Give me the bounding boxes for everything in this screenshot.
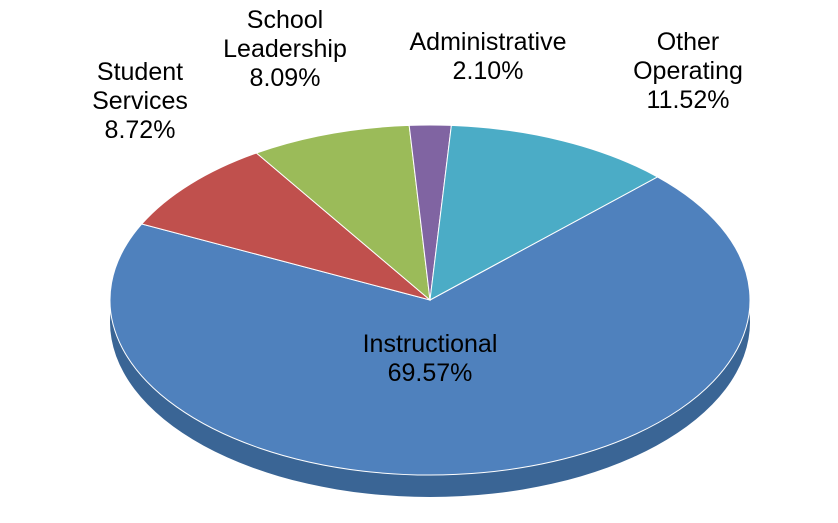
slice-label: Student Services 8.72%	[70, 58, 210, 145]
value-label: 8.72%	[104, 116, 176, 144]
pie-slice	[429, 124, 659, 301]
value-label: 69.57%	[387, 359, 473, 387]
slice-label: Other Operating 11.52%	[608, 28, 768, 115]
pie-slice	[140, 152, 431, 301]
slice-label: Instructional 69.57%	[320, 330, 540, 388]
value-label: 11.52%	[646, 86, 730, 114]
value-label: 8.09%	[249, 64, 321, 92]
slice-label: School Leadership 8.09%	[200, 6, 370, 93]
pie-slice	[109, 176, 751, 476]
category-label: Administrative	[409, 28, 567, 56]
slice-label: Administrative 2.10%	[383, 28, 593, 86]
category-label: Other Operating	[633, 28, 743, 85]
category-label: Student Services	[92, 58, 188, 115]
category-label: Instructional	[362, 330, 498, 358]
value-label: 2.10%	[452, 57, 524, 85]
category-label: School Leadership	[223, 6, 347, 63]
pie-slice	[255, 124, 431, 302]
